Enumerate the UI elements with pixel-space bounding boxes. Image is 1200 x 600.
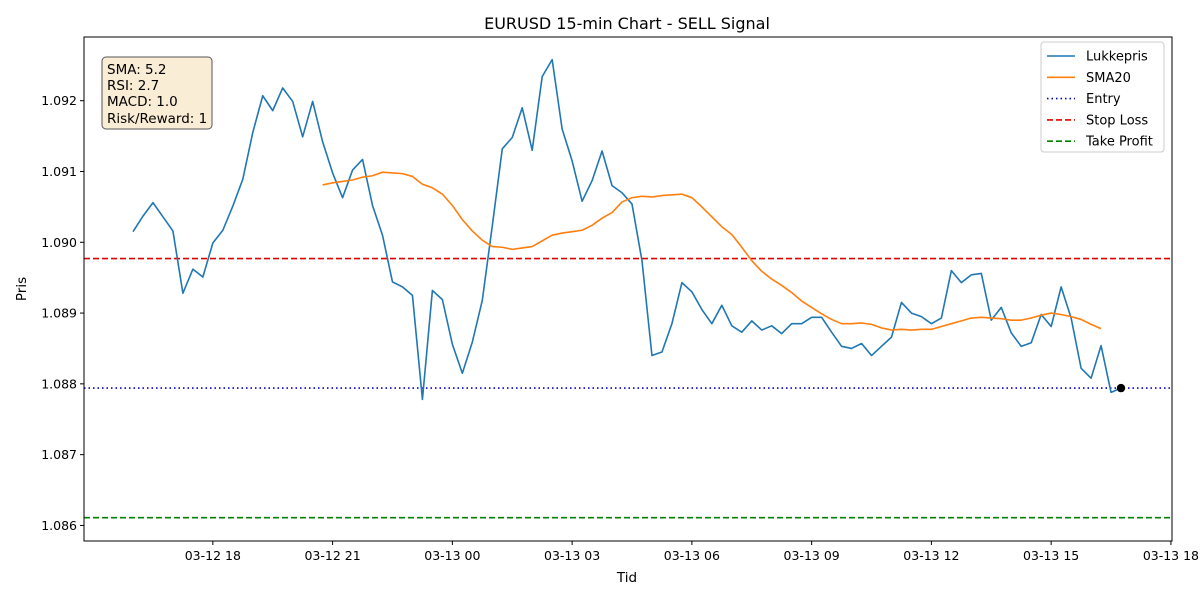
- x-tick-label: 03-13 12: [903, 548, 959, 563]
- series-layer: [84, 58, 1172, 519]
- legend-label: SMA20: [1086, 71, 1131, 86]
- x-tick-label: 03-13 15: [1023, 548, 1079, 563]
- y-tick-label: 1.088: [41, 376, 77, 391]
- y-tick-label: 1.090: [41, 235, 77, 250]
- legend-label: Entry: [1086, 92, 1121, 107]
- x-tick-label: 03-13 06: [664, 548, 720, 563]
- y-tick-label: 1.091: [41, 164, 77, 179]
- info-line-risk-reward: Risk/Reward: 1: [107, 111, 207, 127]
- info-line-rsi: RSI: 2.7: [107, 78, 159, 94]
- legend-label: Take Profit: [1085, 135, 1153, 150]
- x-tick-label: 03-13 18: [1143, 548, 1199, 563]
- x-axis: 03-12 18 03-12 21 03-13 00 03-13 03 03-13 06…: [185, 541, 1199, 563]
- series-line-sma20: [322, 171, 1102, 331]
- legend: Lukkepris SMA20 Entry Stop Loss Take Profit: [1040, 41, 1165, 153]
- x-tick-label: 03-13 03: [544, 548, 600, 563]
- x-tick-label: 03-13 09: [784, 548, 840, 563]
- info-line-sma: SMA: 5.2: [107, 62, 167, 78]
- legend-label: Stop Loss: [1086, 113, 1148, 128]
- chart-title: EURUSD 15-min Chart - SELL Signal: [484, 14, 770, 33]
- x-tick-label: 03-12 21: [304, 548, 360, 563]
- y-tick-label: 1.089: [41, 306, 77, 321]
- info-box: SMA: 5.2 RSI: 2.7 MACD: 1.0 Risk/Reward:…: [101, 56, 213, 130]
- info-box-background: [101, 56, 213, 130]
- entry-marker: [1116, 383, 1126, 393]
- y-axis-title: Pris: [14, 277, 30, 301]
- legend-box: [1040, 41, 1165, 153]
- plot-area: [83, 36, 1173, 542]
- x-axis-title: Tid: [616, 570, 637, 586]
- plot-background: [84, 37, 1172, 541]
- y-tick-label: 1.092: [41, 93, 77, 108]
- x-tick-label: 03-13 00: [424, 548, 480, 563]
- plot-frame: [83, 36, 1173, 542]
- y-tick-label: 1.087: [41, 447, 77, 462]
- info-line-macd: MACD: 1.0: [107, 94, 178, 110]
- series-line-lukkepris: [132, 58, 1122, 401]
- y-tick-label: 1.086: [41, 518, 77, 533]
- y-axis: 1.086 1.087 1.088 1.089 1.090 1.091 1.092: [41, 93, 84, 533]
- x-tick-label: 03-12 18: [185, 548, 241, 563]
- legend-label: Lukkepris: [1086, 50, 1148, 65]
